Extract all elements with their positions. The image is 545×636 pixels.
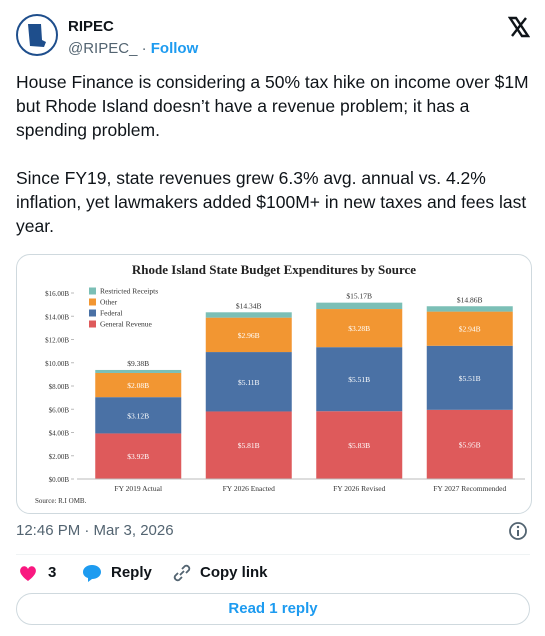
- value-label: $2.96B: [238, 331, 260, 340]
- bar-segment: [316, 347, 403, 412]
- copy-link[interactable]: Copy link: [200, 564, 268, 581]
- x-tick-label: FY 2027 Recommended: [433, 484, 506, 493]
- account-name[interactable]: RIPEC: [68, 18, 114, 35]
- bar-segment: [426, 311, 513, 346]
- x-tick-label: FY 2026 Enacted: [223, 484, 275, 493]
- value-label: $2.08B: [127, 381, 149, 390]
- y-tick-label: $14.00B: [45, 313, 69, 321]
- bar-segment: [316, 411, 403, 479]
- value-label: $5.95B: [459, 440, 481, 449]
- follow-button[interactable]: Follow: [150, 40, 199, 57]
- x-tick-label: FY 2019 Actual: [114, 484, 162, 493]
- y-tick-label: $10.00B: [45, 360, 69, 368]
- read-replies-button[interactable]: Read 1 reply: [16, 593, 530, 625]
- bar-segment: [426, 306, 513, 312]
- y-tick-label: $0.00B: [49, 476, 70, 484]
- link-icon[interactable]: [172, 563, 192, 583]
- y-tick-label: $8.00B: [49, 383, 70, 391]
- paragraph: Since FY19, state revenues grew 6.3% avg…: [16, 168, 527, 236]
- value-label: $3.12B: [127, 411, 149, 420]
- total-label: $9.38B: [127, 359, 149, 368]
- legend-label: Restricted Receipts: [100, 287, 158, 296]
- timestamp[interactable]: 12:46 PM · Mar 3, 2026: [16, 522, 174, 539]
- bar-segment: [205, 411, 292, 479]
- like-count[interactable]: 3: [48, 564, 57, 581]
- bar-segment: [316, 302, 403, 310]
- value-label: $3.28B: [348, 324, 370, 333]
- bar-segment: [426, 345, 513, 410]
- total-label: $15.17B: [346, 292, 372, 301]
- handle[interactable]: @RIPEC_: [68, 40, 138, 57]
- reply-button[interactable]: Reply: [111, 564, 152, 581]
- divider: [16, 554, 530, 555]
- source: Source: R.I OMB.: [35, 497, 87, 505]
- avatar[interactable]: [16, 14, 58, 56]
- bar-segment: [95, 397, 182, 434]
- tweet-text: House Finance is considering a 50% tax h…: [16, 70, 532, 262]
- bar-segment: [316, 309, 403, 348]
- y-tick-label: $2.00B: [49, 453, 70, 461]
- handle-row: @RIPEC_ · Follow: [68, 40, 199, 57]
- value-label: $5.51B: [459, 374, 481, 383]
- bar-segment: [95, 372, 182, 398]
- value-label: $3.92B: [127, 452, 149, 461]
- info-icon[interactable]: [508, 521, 528, 541]
- value-label: $2.94B: [459, 325, 481, 334]
- value-label: $5.11B: [238, 378, 260, 387]
- paragraph: House Finance is considering a 50% tax h…: [16, 72, 529, 140]
- x-logo[interactable]: [508, 16, 530, 38]
- legend-label: Other: [100, 298, 118, 307]
- legend-swatch: [89, 287, 96, 295]
- value-label: $5.81B: [238, 441, 260, 450]
- y-tick-label: $4.00B: [49, 430, 70, 438]
- legend-label: General Revenue: [100, 320, 153, 329]
- bar-segment: [95, 433, 182, 479]
- y-tick-label: $16.00B: [45, 290, 69, 298]
- reply-icon[interactable]: [82, 563, 102, 583]
- chart-title: Rhode Island State Budget Expenditures b…: [132, 262, 416, 277]
- x-tick-label: FY 2026 Revised: [333, 484, 385, 493]
- bar-segment: [95, 369, 182, 373]
- bar-segment: [426, 409, 513, 479]
- legend-label: Federal: [100, 309, 123, 318]
- value-label: $5.51B: [348, 375, 370, 384]
- legend-swatch: [89, 309, 96, 317]
- legend-swatch: [89, 320, 96, 328]
- legend-swatch: [89, 298, 96, 306]
- bar-segment: [205, 312, 292, 318]
- bar-segment: [205, 317, 292, 353]
- y-tick-label: $6.00B: [49, 406, 70, 414]
- value-label: $5.83B: [348, 441, 370, 450]
- chart-image[interactable]: Rhode Island State Budget Expenditures b…: [16, 254, 532, 514]
- bar-segment: [205, 352, 292, 412]
- like-icon[interactable]: [18, 563, 38, 583]
- total-label: $14.34B: [236, 301, 262, 310]
- y-tick-label: $12.00B: [45, 337, 69, 345]
- total-label: $14.86B: [457, 295, 483, 304]
- chart: Rhode Island State Budget Expenditures b…: [35, 262, 525, 505]
